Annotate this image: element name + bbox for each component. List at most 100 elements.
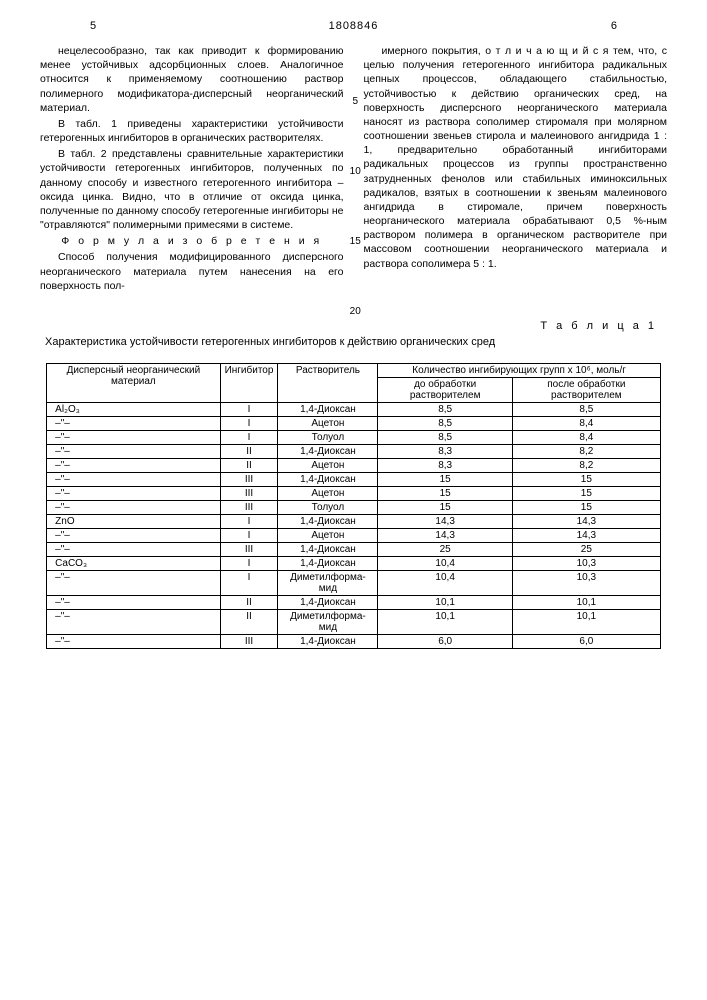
table-cell: II — [220, 609, 278, 634]
table-row: –"–IIАцетон8,38,2 — [47, 458, 661, 472]
table-row: ZnOI1,4-Диоксан14,314,3 — [47, 514, 661, 528]
col-subheader: до обработки растворителем — [378, 377, 512, 402]
table-cell: 1,4-Диоксан — [278, 444, 378, 458]
table-cell: –"– — [47, 542, 220, 556]
table-cell: I — [220, 514, 278, 528]
table-cell: –"– — [47, 570, 220, 595]
table-cell: I — [220, 528, 278, 542]
page-num-left: 5 — [90, 20, 96, 32]
table-cell: –"– — [47, 595, 220, 609]
table-cell: Ацетон — [278, 486, 378, 500]
table-cell: 15 — [512, 500, 660, 514]
table-row: –"–II1,4-Диоксан10,110,1 — [47, 595, 661, 609]
table-cell: 14,3 — [512, 514, 660, 528]
table-cell: 1,4-Диоксан — [278, 514, 378, 528]
table-row: –"–III1,4-Диоксан6,06,0 — [47, 634, 661, 648]
col-header: Ингибитор — [220, 363, 278, 402]
table-cell: –"– — [47, 500, 220, 514]
table-cell: II — [220, 595, 278, 609]
table-cell: 1,4-Диоксан — [278, 634, 378, 648]
table-cell: 1,4-Диоксан — [278, 402, 378, 416]
table-cell: 8,4 — [512, 416, 660, 430]
table-cell: 8,2 — [512, 444, 660, 458]
table-cell: 10,3 — [512, 570, 660, 595]
table-cell: II — [220, 458, 278, 472]
table-cell: Диметилформа-мид — [278, 609, 378, 634]
table-row: –"–IАцетон8,58,4 — [47, 416, 661, 430]
table-cell: 1,4-Диоксан — [278, 595, 378, 609]
table-body: Al₂O₃I1,4-Диоксан8,58,5–"–IАцетон8,58,4–… — [47, 402, 661, 648]
table-row: –"–IIIАцетон1515 — [47, 486, 661, 500]
table-cell: 25 — [378, 542, 512, 556]
table-cell: Ацетон — [278, 416, 378, 430]
paragraph: имерного покрытия, о т л и ч а ю щ и й с… — [364, 44, 668, 271]
table-cell: I — [220, 416, 278, 430]
table-cell: III — [220, 542, 278, 556]
table-cell: 8,3 — [378, 444, 512, 458]
table-cell: Толуол — [278, 500, 378, 514]
table-row: Al₂O₃I1,4-Диоксан8,58,5 — [47, 402, 661, 416]
data-table: Дисперсный неорганический материал Ингиб… — [46, 363, 661, 649]
table-cell: I — [220, 556, 278, 570]
table-row: –"–IТолуол8,58,4 — [47, 430, 661, 444]
table-cell: III — [220, 486, 278, 500]
table-cell: 8,5 — [378, 416, 512, 430]
table-cell: CaCO₃ — [47, 556, 220, 570]
table-cell: 1,4-Диоксан — [278, 472, 378, 486]
table-cell: Ацетон — [278, 528, 378, 542]
right-column: имерного покрытия, о т л и ч а ю щ и й с… — [364, 44, 668, 295]
table-cell: I — [220, 430, 278, 444]
table-row: –"–IАцетон14,314,3 — [47, 528, 661, 542]
table-cell: 8,2 — [512, 458, 660, 472]
col-header: Растворитель — [278, 363, 378, 402]
table-cell: ZnO — [47, 514, 220, 528]
table-cell: 6,0 — [512, 634, 660, 648]
table-cell: –"– — [47, 528, 220, 542]
table-cell: 10,1 — [378, 595, 512, 609]
table-cell: 15 — [378, 472, 512, 486]
table-cell: –"– — [47, 444, 220, 458]
table-cell: III — [220, 634, 278, 648]
paragraph: В табл. 2 представлены сравнительные хар… — [40, 147, 344, 232]
table-row: –"–III1,4-Диоксан2525 — [47, 542, 661, 556]
line-number: 5 — [347, 96, 363, 107]
table-cell: –"– — [47, 458, 220, 472]
table-cell: III — [220, 500, 278, 514]
table-cell: 10,1 — [512, 595, 660, 609]
table-cell: Диметилформа-мид — [278, 570, 378, 595]
table-cell: 10,3 — [512, 556, 660, 570]
patent-id: 1808846 — [329, 20, 379, 32]
table-cell: 1,4-Диоксан — [278, 556, 378, 570]
table-row: –"–III1,4-Диоксан1515 — [47, 472, 661, 486]
table-cell: 14,3 — [378, 528, 512, 542]
col-header: Количество ингибирующих групп x 10⁶, мол… — [378, 363, 660, 377]
line-number: 15 — [347, 236, 363, 247]
table-cell: Ацетон — [278, 458, 378, 472]
table-cell: 15 — [378, 500, 512, 514]
table-cell: –"– — [47, 634, 220, 648]
table-cell: 8,5 — [378, 430, 512, 444]
table-cell: Толуол — [278, 430, 378, 444]
text-columns: нецелесообразно, так как приводит к форм… — [40, 44, 667, 295]
table-cell: 25 — [512, 542, 660, 556]
table-cell: II — [220, 444, 278, 458]
col-header: Дисперсный неорганический материал — [47, 363, 220, 402]
table-cell: –"– — [47, 416, 220, 430]
table-cell: –"– — [47, 609, 220, 634]
table-cell: 15 — [512, 472, 660, 486]
table-cell: 8,3 — [378, 458, 512, 472]
col-subheader: после обработки растворителем — [512, 377, 660, 402]
table-row: CaCO₃I1,4-Диоксан10,410,3 — [47, 556, 661, 570]
table-cell: 1,4-Диоксан — [278, 542, 378, 556]
table-cell: 15 — [378, 486, 512, 500]
page-num-right: 6 — [611, 20, 617, 32]
table-cell: –"– — [47, 430, 220, 444]
line-number: 10 — [347, 166, 363, 177]
table-row: –"–IДиметилформа-мид10,410,3 — [47, 570, 661, 595]
table-title: Характеристика устойчивости гетерогенных… — [45, 336, 677, 348]
paragraph: нецелесообразно, так как приводит к форм… — [40, 44, 344, 115]
table-cell: 14,3 — [512, 528, 660, 542]
table-cell: 10,4 — [378, 570, 512, 595]
formula-title: Ф о р м у л а и з о б р е т е н и я — [40, 234, 344, 248]
table-cell: 8,5 — [378, 402, 512, 416]
